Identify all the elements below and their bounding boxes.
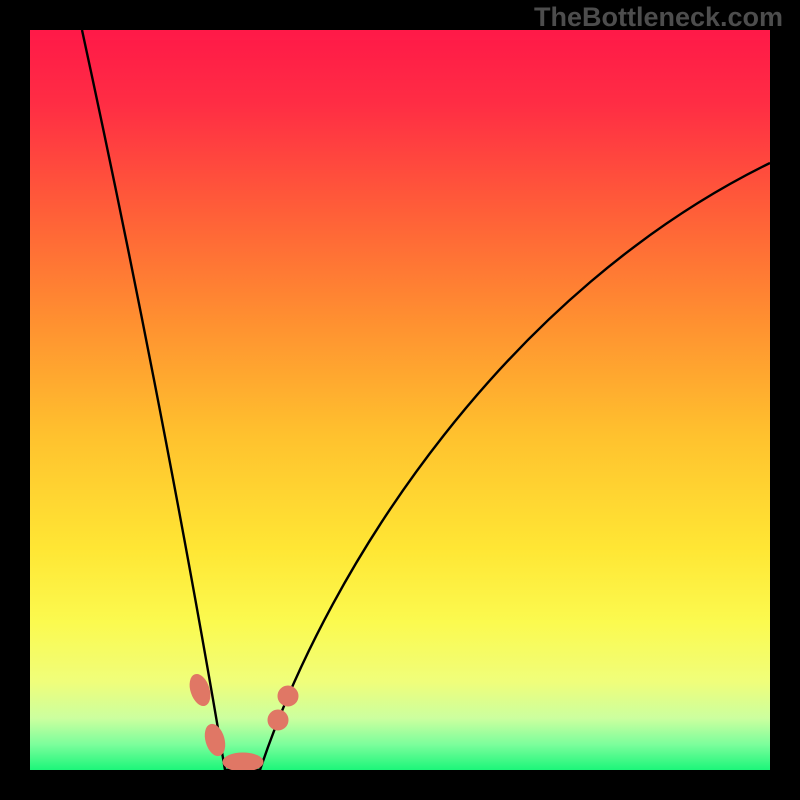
curve-marker bbox=[223, 753, 263, 771]
gradient-background bbox=[30, 30, 770, 770]
watermark-text: TheBottleneck.com bbox=[534, 2, 783, 33]
plot-svg bbox=[0, 0, 800, 800]
curve-marker bbox=[268, 710, 288, 730]
curve-marker bbox=[278, 686, 298, 706]
